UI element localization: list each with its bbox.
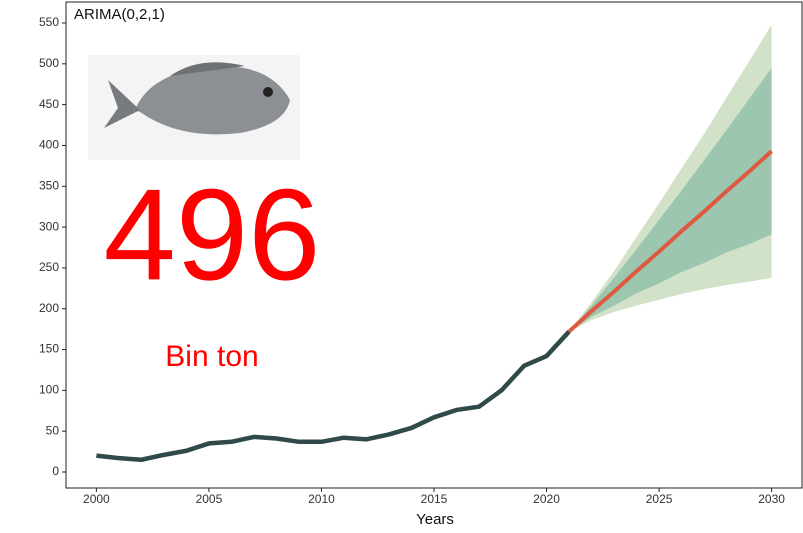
y-tick-label: 100 [39, 383, 59, 397]
y-tick-label: 250 [39, 260, 59, 274]
forecast-line [567, 149, 773, 334]
y-tick-label: 550 [39, 15, 59, 29]
y-tick-label: 450 [39, 97, 59, 111]
headline-value: 496 [104, 161, 321, 307]
y-tick-label: 150 [39, 342, 59, 356]
x-axis-title: Years [416, 511, 454, 528]
x-tick-label: 2010 [308, 492, 335, 506]
model-label: ARIMA(0,2,1) [74, 6, 165, 23]
x-tick-label: 2030 [758, 492, 785, 506]
band-80 [569, 67, 772, 332]
history-line [96, 330, 571, 463]
x-tick-label: 2020 [533, 492, 560, 506]
fish-image [88, 55, 300, 160]
x-tick-label: 2005 [196, 492, 223, 506]
y-tick-label: 0 [52, 464, 59, 478]
x-tick-label: 2025 [646, 492, 673, 506]
x-tick-label: 2015 [421, 492, 448, 506]
y-tick-label: 200 [39, 301, 59, 315]
headline-unit: Bin ton [165, 340, 258, 373]
y-tick-label: 300 [39, 219, 59, 233]
y-tick-label: 500 [39, 56, 59, 70]
x-tick-label: 2000 [83, 492, 110, 506]
y-tick-label: 350 [39, 178, 59, 192]
y-tick-label: 400 [39, 138, 59, 152]
y-tick-label: 50 [46, 423, 60, 437]
